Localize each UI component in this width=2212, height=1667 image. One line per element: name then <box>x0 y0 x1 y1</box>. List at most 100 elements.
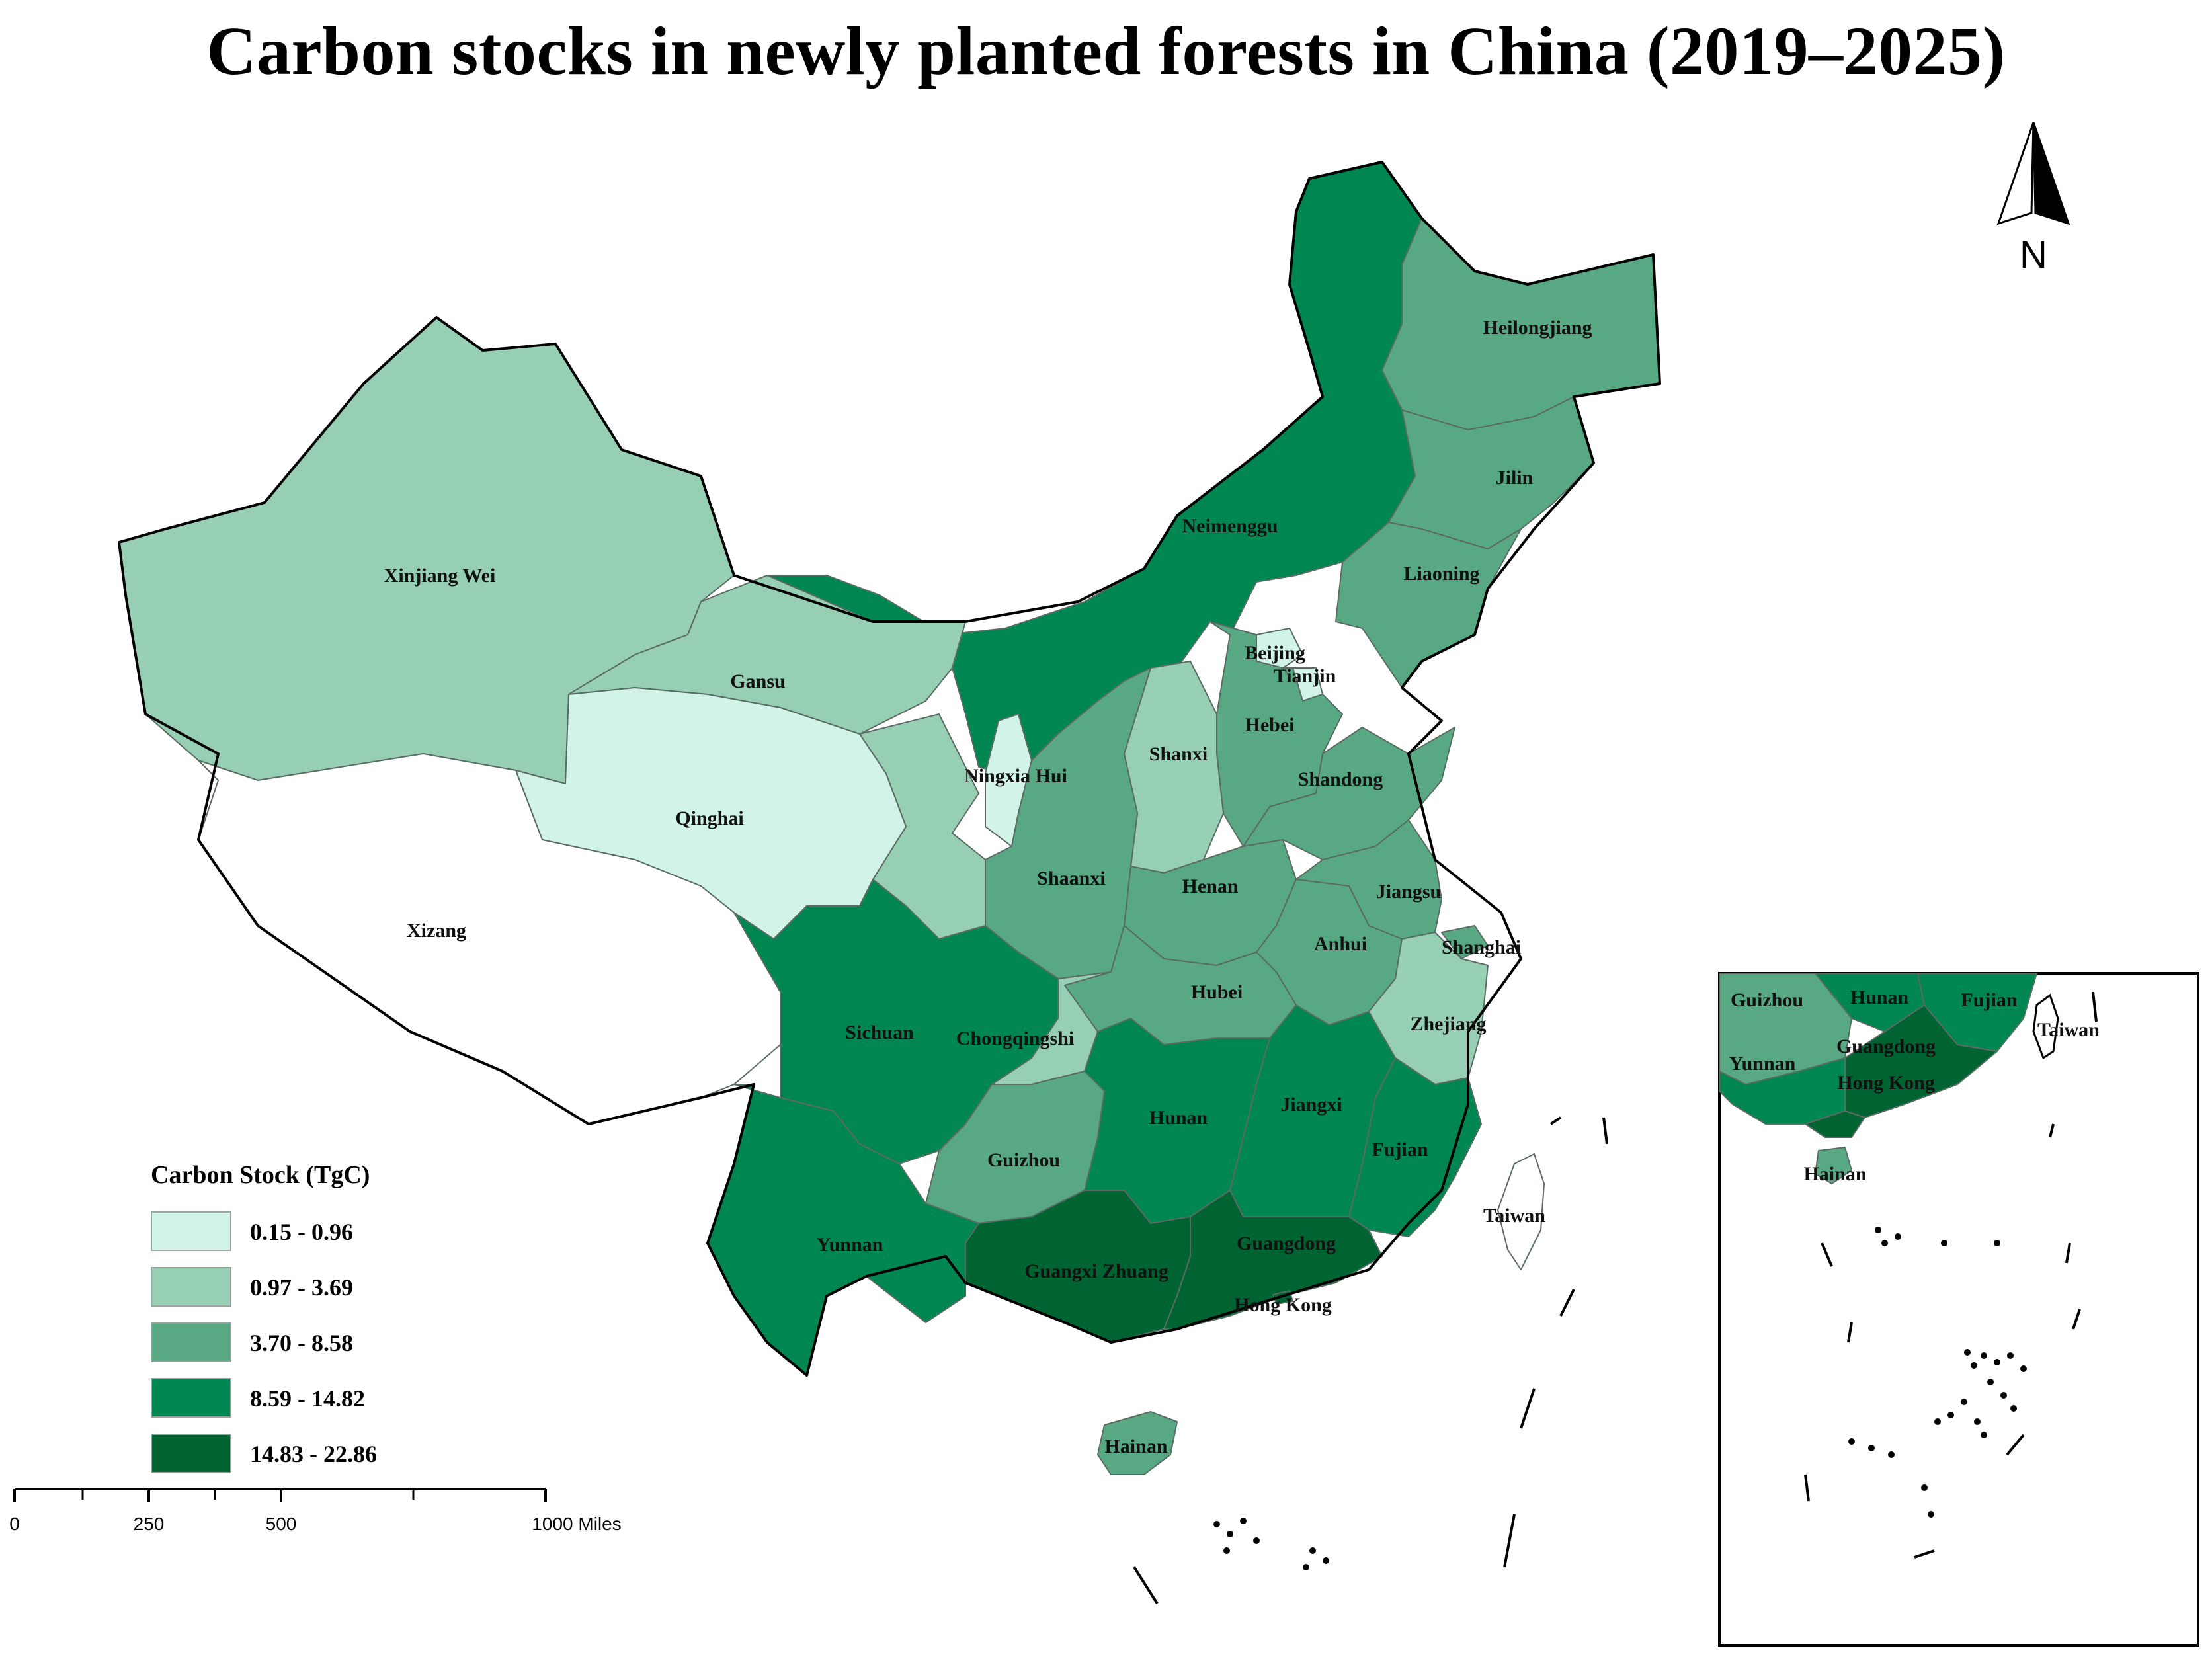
boundary-dash <box>1549 1116 1562 1125</box>
inset-boundary-dash <box>1821 1242 1833 1267</box>
province-label-heilongjiang: Heilongjiang <box>1483 317 1592 339</box>
province-label-shanghai: Shanghai <box>1442 936 1521 958</box>
legend-label: 0.15 - 0.96 <box>250 1219 353 1245</box>
inset-label-taiwan: Taiwan <box>2037 1019 2100 1041</box>
legend-item: 0.97 - 3.69 <box>151 1267 548 1308</box>
inset-regions <box>1719 973 2059 1184</box>
inset-boundary-dash <box>1804 1474 1810 1502</box>
legend-item: 0.15 - 0.96 <box>151 1211 548 1252</box>
national-border <box>118 161 1661 1377</box>
inset-island-mark <box>1981 1432 1987 1438</box>
inset-island-mark <box>1981 1352 1987 1359</box>
north-arrow-right-half <box>2032 122 2070 225</box>
legend-swatch <box>151 1267 231 1307</box>
inset-island-mark <box>1941 1240 1947 1246</box>
north-arrow-left-half <box>1996 122 2035 225</box>
inset-label-hainan: Hainan <box>1803 1163 1866 1185</box>
island-mark <box>1213 1521 1220 1527</box>
inset-island-mark <box>1928 1511 1934 1518</box>
inset-island-mark <box>2020 1365 2027 1372</box>
legend-swatch <box>151 1378 231 1418</box>
legend-label: 0.97 - 3.69 <box>250 1274 353 1301</box>
province-label-guizhou: Guizhou <box>987 1149 1060 1171</box>
inset-island-mark <box>1961 1399 1967 1405</box>
island-mark <box>1309 1547 1316 1554</box>
province-label-qinghai: Qinghai <box>675 807 743 829</box>
legend-label: 8.59 - 14.82 <box>250 1385 365 1412</box>
inset-labels: Guizhou Hunan Fujian Taiwan Yunnan Guangdong H… <box>1729 987 2100 1185</box>
scale-tick-label: 250 <box>134 1514 165 1534</box>
province-guangdong <box>1163 1190 1383 1330</box>
province-taiwan <box>1497 1153 1545 1270</box>
province-label-jilin: Jilin <box>1496 467 1534 489</box>
inset-label-fujian: Fujian <box>1961 989 2017 1011</box>
inset-island-mark <box>1848 1438 1855 1445</box>
inset-island-mark <box>1947 1412 1954 1418</box>
province-fujian <box>1348 1057 1482 1237</box>
south-china-sea-islands <box>1133 1116 1608 1605</box>
province-label-sichuan: Sichuan <box>845 1022 914 1043</box>
province-label-beijing: Beijing <box>1245 642 1305 664</box>
scale-tick-label: 0 <box>9 1514 20 1534</box>
province-liaoning <box>1335 522 1522 688</box>
boundary-dash <box>1559 1289 1575 1317</box>
inset-island-mark <box>2010 1405 2017 1412</box>
island-mark <box>1227 1531 1233 1537</box>
boundary-dash <box>1520 1388 1536 1429</box>
inset-island-mark <box>1994 1359 2000 1365</box>
province-label-hunan: Hunan <box>1149 1107 1208 1129</box>
inset-island-mark <box>1881 1240 1888 1246</box>
island-mark <box>1323 1557 1329 1564</box>
province-label-shaanxi: Shaanxi <box>1037 868 1105 889</box>
inset-island-mark <box>1895 1233 1901 1240</box>
inset-label-hunan: Hunan <box>1850 987 1909 1008</box>
province-label-neimenggu: Neimenggu <box>1182 515 1278 537</box>
north-arrow: N <box>1996 122 2070 276</box>
province-label-shandong: Shandong <box>1298 768 1383 790</box>
province-label-hainan: Hainan <box>1104 1436 1167 1457</box>
inset-island-mark <box>1971 1362 1977 1369</box>
inset-islands <box>1804 991 2098 1559</box>
boundary-dash <box>1602 1117 1608 1145</box>
legend-title: Carbon Stock (TgC) <box>151 1161 370 1189</box>
province-hainan <box>1097 1411 1178 1475</box>
inset-island-mark <box>2007 1352 2014 1359</box>
boundary-dash <box>1503 1514 1516 1568</box>
province-shanghai <box>1441 925 1489 959</box>
inset-region <box>1805 1110 1865 1138</box>
inset-boundary-dash <box>1847 1322 1853 1343</box>
inset-island-mark <box>1934 1418 1941 1425</box>
inset-boundary-dash <box>2049 1123 2055 1138</box>
inset-island-mark <box>1875 1227 1881 1233</box>
island-mark <box>1303 1564 1309 1570</box>
province-label-yunnan: Yunnan <box>817 1234 883 1256</box>
inset-island-mark <box>1987 1379 1994 1385</box>
inset-island-mark <box>1888 1451 1895 1458</box>
inset-boundary-dash <box>1914 1549 1935 1559</box>
legend-item: 8.59 - 14.82 <box>151 1378 548 1419</box>
legend-item: 14.83 - 22.86 <box>151 1434 548 1475</box>
province-label-liaoning: Liaoning <box>1403 563 1479 585</box>
inset-island-mark <box>1994 1240 2000 1246</box>
province-label-anhui: Anhui <box>1314 933 1367 955</box>
province-label-taiwan: Taiwan <box>1483 1205 1545 1227</box>
inset-boundary-dash <box>2072 1309 2081 1330</box>
legend-swatch <box>151 1322 231 1362</box>
province-label-jiangsu: Jiangsu <box>1376 881 1441 903</box>
inset-label-yunnan: Yunnan <box>1729 1053 1796 1075</box>
inset-island-mark <box>1964 1349 1971 1356</box>
inset-boundary-dash <box>2006 1434 2025 1456</box>
province-label-guangdong: Guangdong <box>1237 1233 1336 1254</box>
scale-tick-label: 1000 Miles <box>532 1514 621 1534</box>
province-label-guangxi-zhuang: Guangxi Zhuang <box>1024 1260 1168 1282</box>
scale-tick-label: 500 <box>266 1514 297 1534</box>
inset-label-guangdong: Guangdong <box>1836 1036 1936 1057</box>
inset-map: Guizhou Hunan Fujian Taiwan Yunnan Guangdong H… <box>1718 972 2199 1647</box>
legend-label: 3.70 - 8.58 <box>250 1330 353 1356</box>
province-label-tianjin: Tianjin <box>1274 665 1336 687</box>
island-mark <box>1253 1537 1260 1544</box>
province-labels: Heilongjiang Jilin Liaoning Neimenggu Xinjia… <box>384 317 1592 1457</box>
legend-swatch <box>151 1211 231 1251</box>
province-label-xinjiang-wei: Xinjiang Wei <box>384 565 496 587</box>
